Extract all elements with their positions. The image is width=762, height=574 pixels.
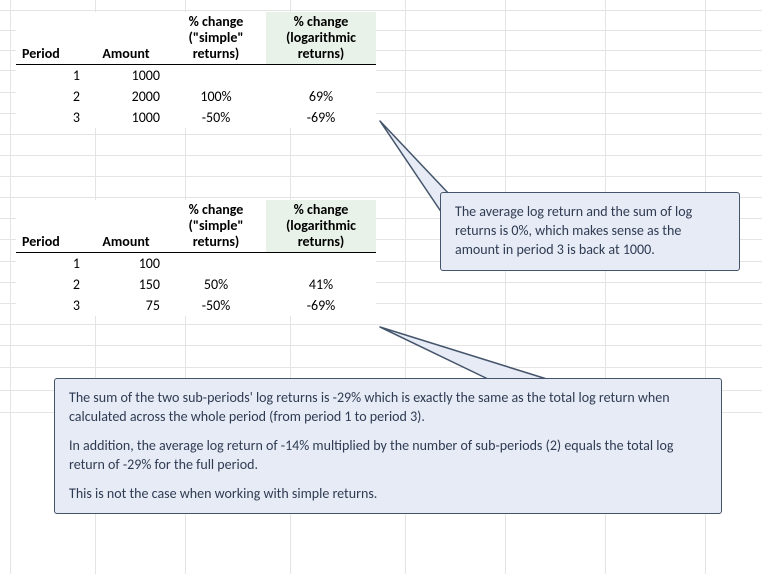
- table-row: 1 100: [16, 253, 376, 275]
- callout-text: The sum of the two sub-periods' log retu…: [69, 389, 707, 427]
- cell-log: -69%: [266, 295, 376, 316]
- cell-log: 69%: [266, 86, 376, 107]
- returns-table-2: Period Amount % change("simple"returns) …: [16, 200, 376, 316]
- col-header-period: Period: [16, 12, 86, 65]
- cell-simple: [166, 65, 266, 87]
- cell-amount: 1000: [86, 65, 166, 87]
- returns-table-1: Period Amount % change("simple"returns) …: [16, 12, 376, 128]
- cell-period: 3: [16, 295, 86, 316]
- label: Amount: [102, 45, 149, 62]
- label: Period: [22, 233, 60, 250]
- cell-log: 41%: [266, 274, 376, 295]
- col-header-log: % change(logarithmicreturns): [266, 200, 376, 253]
- label: % change("simple"returns): [188, 201, 243, 250]
- label: % change(logarithmicreturns): [286, 13, 356, 62]
- cell-amount: 75: [86, 295, 166, 316]
- col-header-period: Period: [16, 200, 86, 253]
- cell-amount: 2000: [86, 86, 166, 107]
- cell-simple: -50%: [166, 295, 266, 316]
- cell-period: 1: [16, 253, 86, 275]
- col-header-amount: Amount: [86, 12, 166, 65]
- table-row: 3 75 -50% -69%: [16, 295, 376, 316]
- table-row: 1 1000: [16, 65, 376, 87]
- table-row: 2 2000 100% 69%: [16, 86, 376, 107]
- cell-period: 2: [16, 86, 86, 107]
- cell-log: [266, 253, 376, 275]
- cell-period: 1: [16, 65, 86, 87]
- cell-simple: [166, 253, 266, 275]
- table-row: 3 1000 -50% -69%: [16, 107, 376, 128]
- col-header-simple: % change("simple"returns): [166, 200, 266, 253]
- cell-amount: 150: [86, 274, 166, 295]
- col-header-amount: Amount: [86, 200, 166, 253]
- label: Period: [22, 45, 60, 62]
- cell-simple: 100%: [166, 86, 266, 107]
- table-row: 2 150 50% 41%: [16, 274, 376, 295]
- callout-text: In addition, the average log return of -…: [69, 437, 707, 475]
- label: % change(logarithmicreturns): [286, 201, 356, 250]
- cell-simple: -50%: [166, 107, 266, 128]
- cell-log: [266, 65, 376, 87]
- label: % change("simple"returns): [188, 13, 243, 62]
- callout-text: This is not the case when working with s…: [69, 485, 707, 504]
- cell-simple: 50%: [166, 274, 266, 295]
- cell-amount: 100: [86, 253, 166, 275]
- col-header-simple: % change("simple"returns): [166, 12, 266, 65]
- label: Amount: [102, 233, 149, 250]
- cell-amount: 1000: [86, 107, 166, 128]
- callout-text: The average log return and the sum of lo…: [455, 203, 725, 260]
- cell-period: 2: [16, 274, 86, 295]
- cell-log: -69%: [266, 107, 376, 128]
- cell-period: 3: [16, 107, 86, 128]
- callout-box-1: The average log return and the sum of lo…: [440, 192, 740, 271]
- callout-box-2: The sum of the two sub-periods' log retu…: [54, 378, 722, 514]
- col-header-log: % change(logarithmicreturns): [266, 12, 376, 65]
